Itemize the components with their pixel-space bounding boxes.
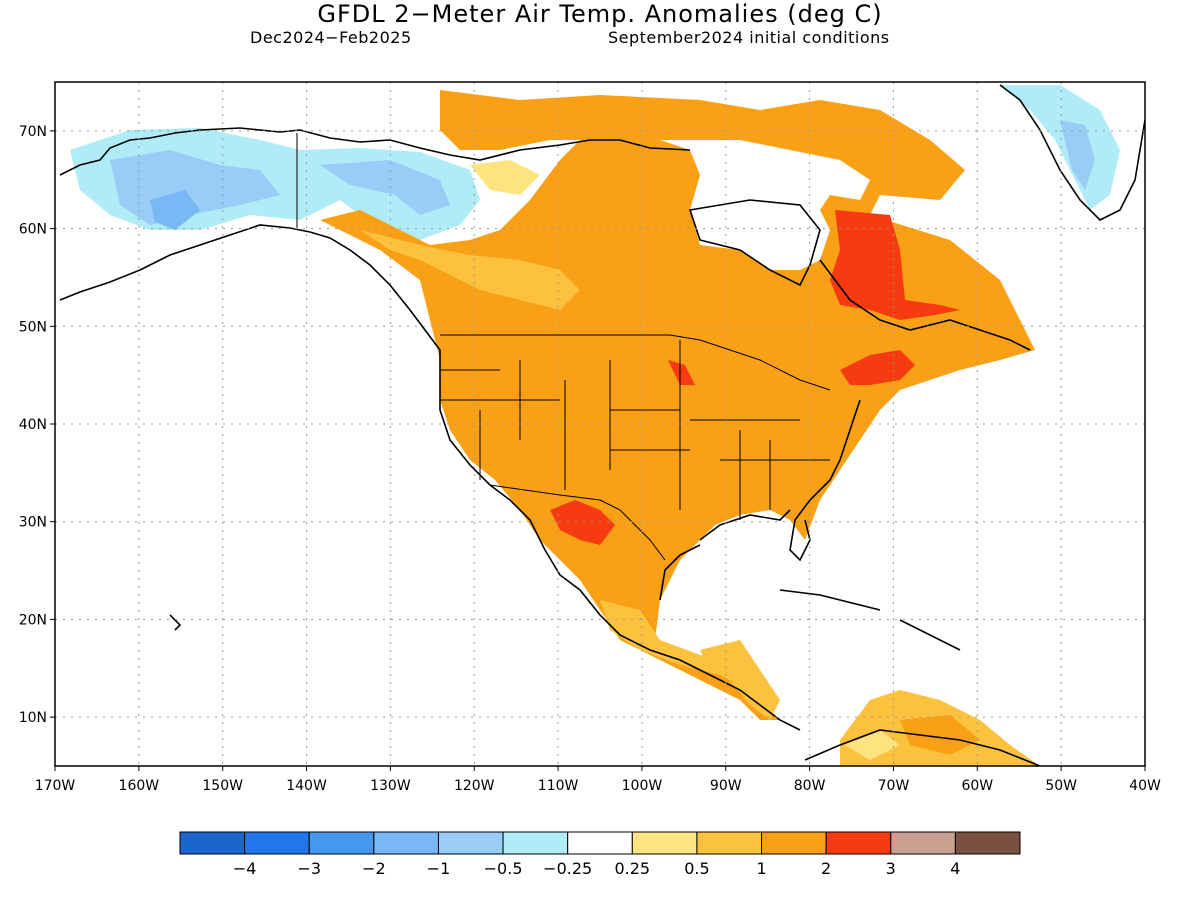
colorbar-swatch [696,831,763,855]
anomaly-field [59,84,1145,766]
coastlines [59,84,1145,766]
colorbar-swatch [179,831,246,855]
lat-tick-label: 20N [19,612,47,628]
lon-tick-label: 120W [454,778,495,794]
hot-region-quebec [830,210,960,320]
cool-region-greenland [1000,85,1120,210]
neutral-patch-hudson-bay [690,200,820,270]
colorbar-swatch [437,831,504,855]
colorbar-label: −0.25 [543,859,592,878]
hot-region-northeast [840,350,915,385]
lon-tick-label: 90W [710,778,742,794]
latitude-axis: 70N 60N 50N 40N 30N 20N 10N [19,124,55,726]
lat-tick-label: 40N [19,417,47,433]
warm-region-south-america-mid [900,715,980,755]
map-title: GFDL 2−Meter Air Temp. Anomalies (deg C) [317,0,883,28]
colorbar-swatch [567,831,633,855]
lat-tick-label: 60N [19,222,47,238]
lat-tick-label: 30N [19,515,47,531]
colorbar-label: 1 [756,859,766,878]
colorbar-label: −0.5 [484,859,523,878]
colorbar-label: −3 [297,859,321,878]
colorbar-label: 0.5 [684,859,709,878]
initial-conditions-label: September2024 initial conditions [608,28,890,47]
colorbar-swatch [244,831,310,855]
warm-central-america [700,640,780,720]
colorbar-swatch [954,831,1021,855]
graticule [55,82,1145,766]
lon-tick-label: 130W [370,778,411,794]
colorbar-swatch [502,831,569,855]
colorbar-label: 0.25 [614,859,650,878]
colorbar-swatch [631,831,698,855]
lon-tick-label: 160W [119,778,160,794]
warm-light-south-america [845,730,900,760]
cool-region-yukon [320,160,450,215]
political-borders [296,133,831,561]
hot-region-minnesota [668,360,695,385]
warm-light-arctic [470,160,540,195]
lat-tick-label: 70N [19,124,47,140]
cool-region-greenland-mid [1060,120,1095,190]
colorbar-label: 4 [950,859,960,878]
lon-tick-label: 60W [961,778,993,794]
lon-tick-label: 70W [878,778,910,794]
lon-tick-label: 150W [202,778,243,794]
lon-tick-label: 50W [1045,778,1077,794]
colorbar-label: −1 [427,859,451,878]
warm-light-west-canada [360,230,580,310]
colorbar-swatch [373,831,439,855]
colorbar-label: −2 [362,859,386,878]
colorbar-label: −4 [233,859,257,878]
lat-tick-label: 10N [19,710,47,726]
colorbar-swatch [825,831,892,855]
longitude-axis: 170W 160W 150W 140W 130W 120W 110W 100W 90W 80W 70… [35,766,1161,794]
colorbar-label: 2 [821,859,831,878]
colorbar-label: 3 [886,859,896,878]
colorbar-swatch [890,831,956,855]
lat-tick-label: 50N [19,319,47,335]
cool-region-alaska-strong [150,190,200,230]
season-label: Dec2024−Feb2025 [250,28,412,47]
hot-region-southwest [550,500,615,545]
lon-tick-label: 40W [1129,778,1161,794]
lon-tick-label: 110W [538,778,579,794]
colorbar-legend: −4 −3 −2 −1 −0.5 −0.25 0.25 0.5 1 2 3 4 [179,831,1021,878]
colorbar-swatch [308,831,375,855]
lon-tick-label: 80W [794,778,826,794]
lon-tick-label: 140W [286,778,327,794]
lon-tick-label: 100W [622,778,663,794]
lon-tick-label: 170W [35,778,76,794]
colorbar-swatch [761,831,827,855]
